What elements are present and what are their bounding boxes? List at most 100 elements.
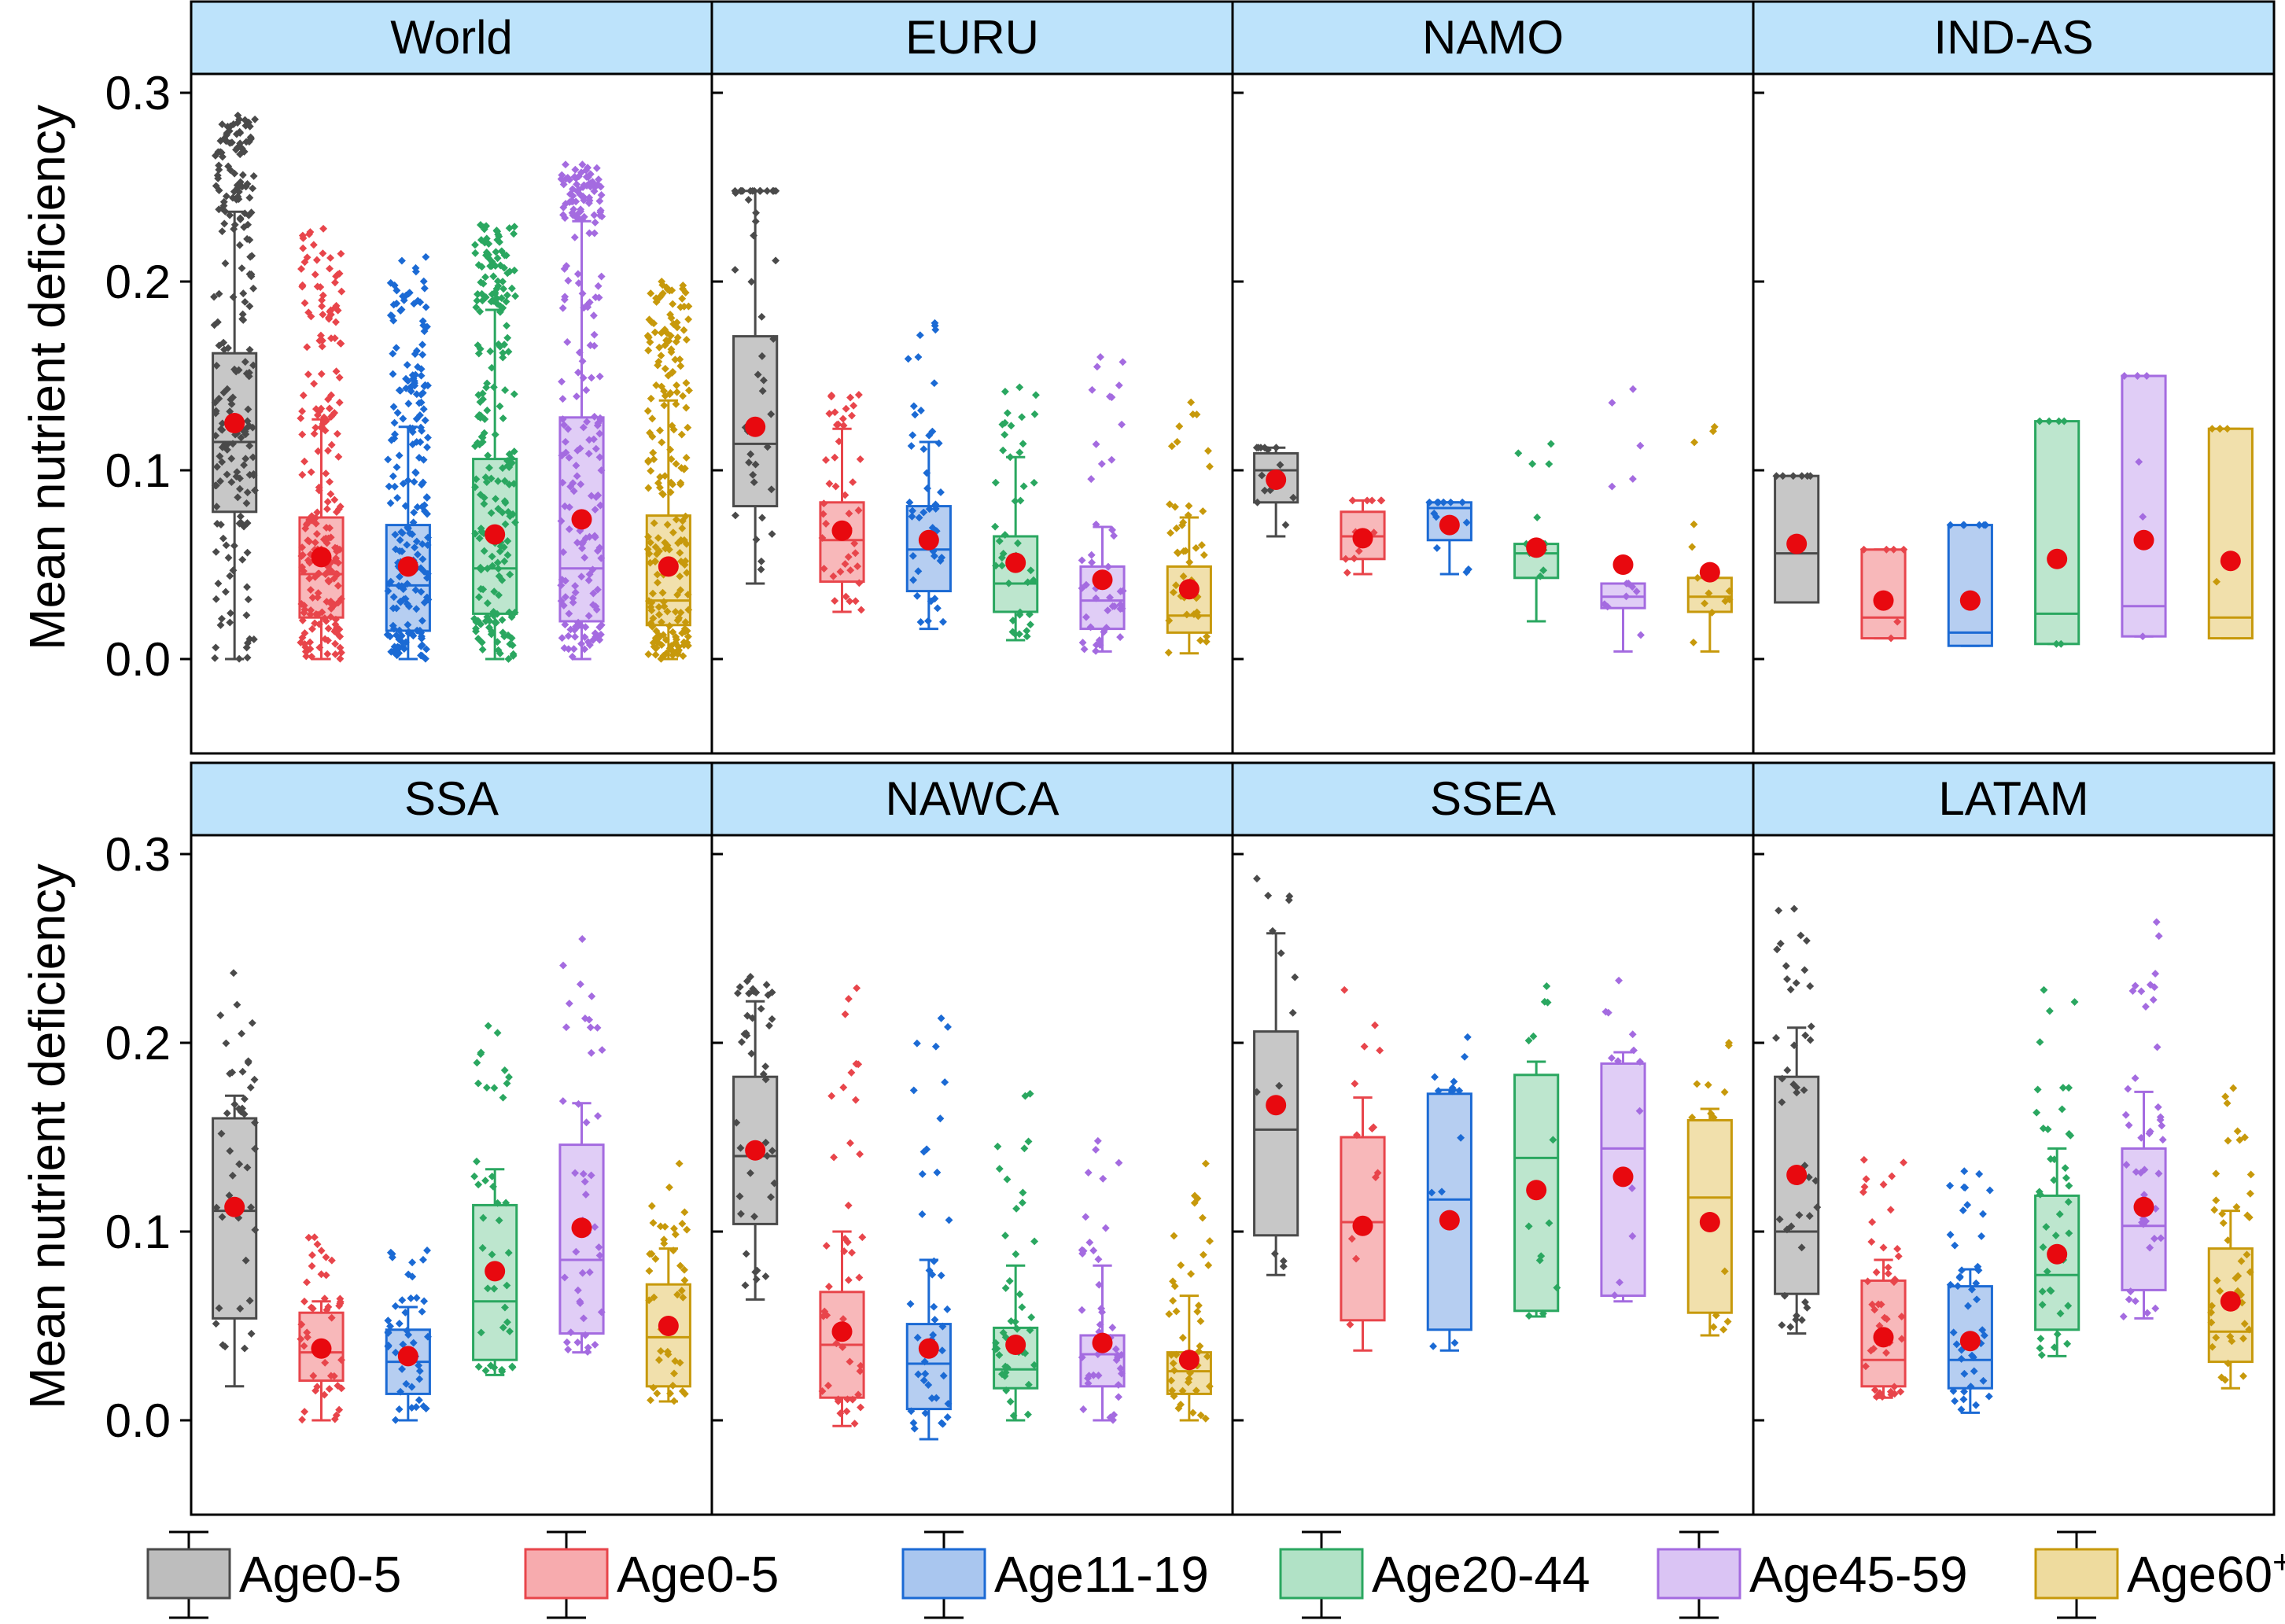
data-point — [680, 464, 689, 473]
data-point — [417, 423, 425, 432]
data-point — [1615, 976, 1623, 985]
data-point — [243, 548, 252, 557]
data-point — [2063, 1339, 2072, 1348]
data-point — [1018, 1199, 1026, 1207]
data-point — [1172, 581, 1181, 590]
data-point — [822, 519, 831, 528]
y-tick-label: 0.2 — [105, 1017, 171, 1070]
data-point — [212, 595, 220, 603]
data-point — [665, 644, 674, 653]
data-point — [581, 623, 590, 632]
data-point — [761, 1272, 770, 1280]
data-point — [673, 591, 682, 599]
data-point — [1786, 1323, 1795, 1331]
legend-swatch — [1279, 1548, 1364, 1600]
data-point — [669, 1397, 678, 1405]
data-point — [578, 357, 587, 366]
data-point — [846, 393, 855, 402]
data-point — [318, 342, 326, 351]
data-point — [313, 282, 322, 291]
data-point — [1115, 381, 1123, 389]
data-point — [386, 278, 395, 287]
data-point — [574, 172, 583, 181]
data-point — [229, 566, 238, 575]
data-point — [559, 211, 567, 219]
data-point — [387, 436, 396, 444]
data-point — [658, 278, 666, 285]
data-point — [857, 1361, 865, 1370]
box — [2121, 374, 2167, 638]
data-point — [558, 478, 567, 487]
data-point — [597, 554, 606, 562]
data-point — [1632, 587, 1641, 595]
data-point — [490, 587, 499, 596]
data-point — [649, 639, 658, 647]
data-point — [761, 1138, 770, 1147]
data-point — [510, 390, 518, 399]
mean-marker — [485, 524, 506, 545]
data-point — [417, 365, 426, 374]
data-point — [1096, 1320, 1104, 1329]
data-point — [1086, 623, 1095, 632]
data-point — [1009, 1412, 1018, 1420]
y-axis-label-bottom: Mean nutrient deficiency — [19, 864, 76, 1409]
data-point — [831, 408, 839, 417]
mean-marker — [1005, 552, 1026, 573]
data-point — [644, 597, 653, 606]
data-point — [1119, 358, 1127, 366]
data-point — [1097, 459, 1106, 468]
data-point — [736, 1210, 745, 1218]
data-point — [995, 1165, 1004, 1173]
box — [1774, 1075, 1820, 1295]
data-point — [1100, 628, 1108, 636]
data-point — [920, 445, 928, 454]
data-point — [397, 256, 406, 265]
data-point — [505, 481, 514, 488]
data-point — [1882, 1349, 1890, 1357]
data-point — [1185, 558, 1194, 566]
data-point — [409, 1339, 418, 1347]
legend-item: Age0-5 — [524, 1530, 779, 1619]
data-point — [249, 361, 257, 370]
data-point — [1116, 600, 1125, 609]
data-point — [939, 1372, 948, 1380]
data-point — [584, 449, 593, 458]
data-point — [418, 539, 426, 548]
data-point — [238, 264, 246, 272]
data-point — [912, 1039, 921, 1048]
data-point — [505, 224, 514, 233]
data-point — [498, 508, 507, 517]
data-point — [566, 1328, 575, 1337]
data-point — [937, 1014, 945, 1022]
mean-marker — [1786, 1165, 1808, 1185]
data-point — [1011, 630, 1019, 639]
facet-title: NAWCA — [885, 772, 1059, 825]
data-point — [396, 1387, 405, 1396]
data-point — [663, 337, 672, 345]
data-point — [419, 405, 428, 414]
data-point — [769, 334, 778, 343]
data-point — [1803, 472, 1811, 481]
data-point — [1893, 1245, 1902, 1253]
data-point — [838, 414, 847, 423]
data-point — [681, 557, 690, 565]
data-point — [580, 1177, 589, 1186]
data-point — [332, 272, 341, 281]
data-point — [247, 134, 256, 143]
data-point — [385, 580, 393, 588]
data-point — [1783, 975, 1791, 983]
data-point — [1006, 453, 1015, 462]
data-point — [582, 386, 591, 395]
data-point — [684, 302, 693, 311]
data-point — [422, 303, 430, 311]
data-point — [481, 1366, 490, 1375]
data-point — [1955, 1273, 1964, 1282]
data-point — [850, 1420, 859, 1428]
data-point — [2039, 1124, 2047, 1132]
data-point — [331, 621, 340, 628]
data-point — [419, 1402, 428, 1411]
data-point — [1030, 410, 1039, 418]
data-point — [1461, 1052, 1469, 1061]
data-point — [676, 572, 684, 580]
data-point — [2052, 639, 2061, 648]
